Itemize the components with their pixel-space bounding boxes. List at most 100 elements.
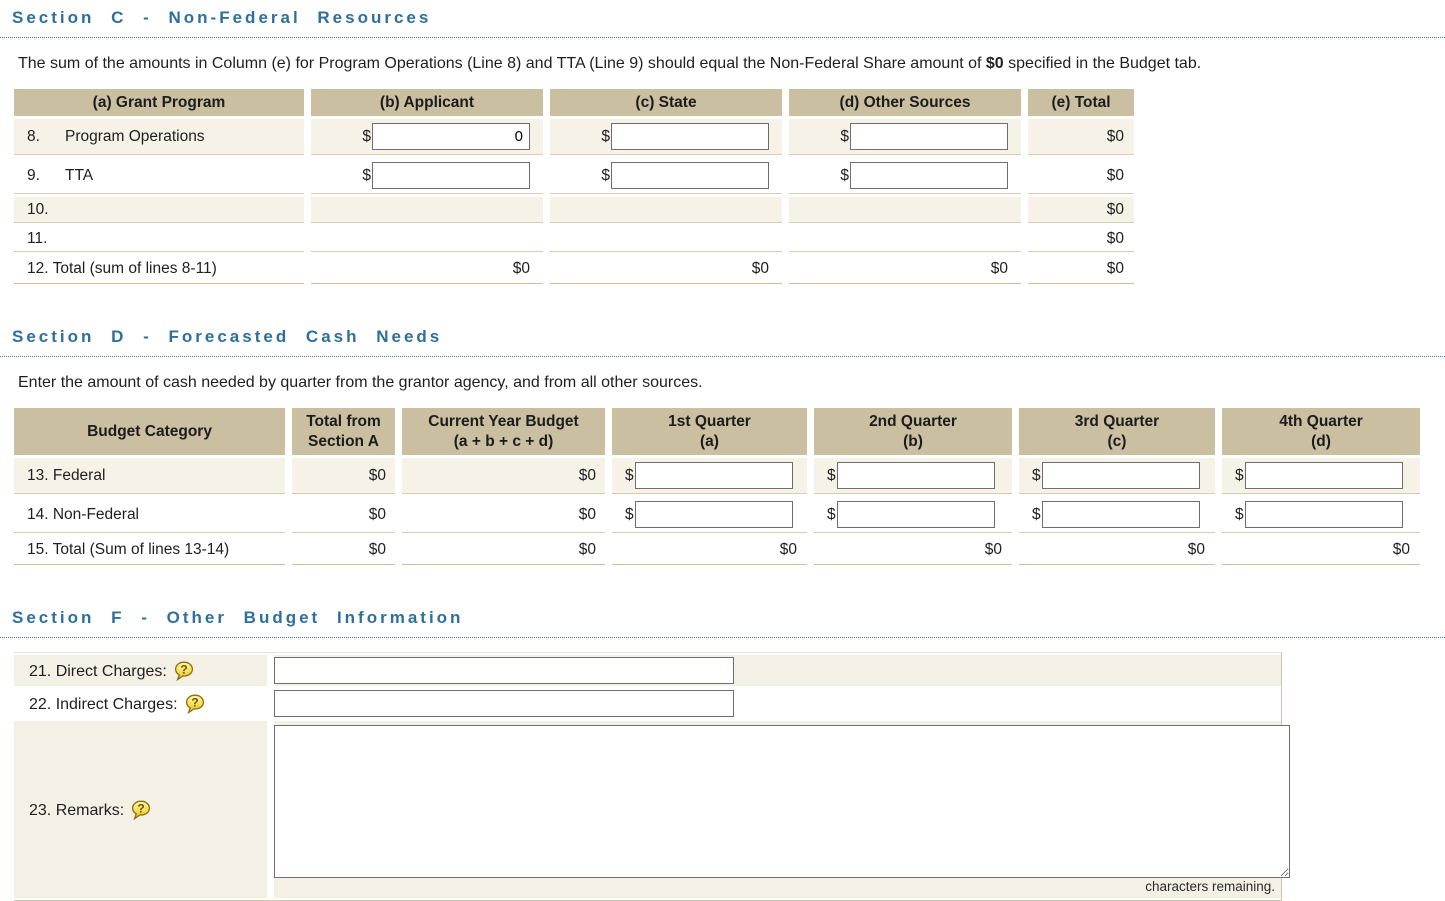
col-header-applicant: (b) Applicant <box>311 89 543 117</box>
row-label-cell: 9. TTA <box>14 158 304 195</box>
table-row-line22: 22. Indirect Charges:? <box>14 688 1281 720</box>
line9-other-sources-input[interactable] <box>850 162 1008 190</box>
q1-cell: $ <box>612 497 807 534</box>
line9-applicant-input[interactable] <box>372 162 530 190</box>
col-header-total-from-section-a: Total from Section A <box>292 408 395 456</box>
col-header-state: (c) State <box>550 89 782 117</box>
state-total: $0 <box>550 255 782 285</box>
q1-cell: $ <box>612 458 807 495</box>
row-label-cell: 10. <box>14 197 304 224</box>
dollar-sign: $ <box>362 166 371 184</box>
other-sources-total: $0 <box>789 255 1021 285</box>
line13-q1-input[interactable] <box>634 462 793 490</box>
table-row-line13: 13. Federal $0 $0 $ $ $ $ <box>14 458 1420 495</box>
field-input-cell <box>267 688 1281 720</box>
line8-state-input[interactable] <box>611 123 769 151</box>
col-header-current-year-budget: Current Year Budget (a + b + c + d) <box>402 408 605 456</box>
help-icon[interactable]: ? <box>185 694 205 714</box>
svg-text:?: ? <box>180 662 187 676</box>
other-sources-cell: $ <box>789 158 1021 195</box>
row-total: $0 <box>1028 226 1134 253</box>
table-row-line21: 21. Direct Charges:? <box>14 655 1281 687</box>
dollar-sign: $ <box>827 505 836 523</box>
dollar-sign: $ <box>601 166 610 184</box>
current-year-budget-total: $0 <box>402 536 605 566</box>
current-year-budget-value: $0 <box>402 458 605 495</box>
applicant-total: $0 <box>311 255 543 285</box>
field-label-cell: 21. Direct Charges:? <box>14 655 267 687</box>
table-row-line23: 23. Remarks:? characters remaining. <box>14 721 1290 899</box>
section-c-title: Section C - Non-Federal Resources <box>0 8 1445 38</box>
applicant-cell: $ <box>311 158 543 195</box>
dollar-sign: $ <box>840 166 849 184</box>
field-label: 22. Indirect Charges: <box>29 695 178 713</box>
row-total: $0 <box>1028 197 1134 224</box>
empty-cell <box>311 197 543 224</box>
q4-cell: $ <box>1222 458 1420 495</box>
line8-other-sources-input[interactable] <box>850 123 1008 151</box>
field-label-cell: 23. Remarks:? <box>14 721 267 899</box>
total-row-label: 12. Total (sum of lines 8-11) <box>14 255 304 285</box>
q3-cell: $ <box>1019 458 1215 495</box>
row-label: 14. Non-Federal <box>14 497 285 534</box>
q1-total: $0 <box>612 536 807 566</box>
section-f-title: Section F - Other Budget Information <box>0 608 1445 639</box>
line13-q3-input[interactable] <box>1041 462 1200 490</box>
row-label-cell: 8. Program Operations <box>14 119 304 156</box>
applicant-cell: $ <box>311 119 543 156</box>
forecasted-cash-needs-table: Budget Category Total from Section A Curr… <box>7 405 1427 568</box>
dollar-sign: $ <box>625 505 634 523</box>
line13-q4-input[interactable] <box>1244 462 1403 490</box>
other-budget-information-table: 21. Direct Charges:? 22. Indirect Charge… <box>14 653 1290 900</box>
state-cell: $ <box>550 119 782 156</box>
table-row-line12-total: 12. Total (sum of lines 8-11) $0 $0 $0 $… <box>14 255 1134 285</box>
non-federal-share-amount: $0 <box>985 55 1004 72</box>
help-icon[interactable]: ? <box>174 661 194 681</box>
line14-q4-input[interactable] <box>1244 501 1403 529</box>
q4-cell: $ <box>1222 497 1420 534</box>
line-number: 8. <box>27 127 40 145</box>
help-icon[interactable]: ? <box>131 800 151 820</box>
row-label: 13. Federal <box>14 458 285 495</box>
table-row-line11: 11. $0 <box>14 226 1134 253</box>
remarks-textarea[interactable] <box>274 725 1290 879</box>
total-from-section-a-value: $0 <box>292 458 395 495</box>
svg-text:?: ? <box>191 695 198 709</box>
empty-cell <box>789 226 1021 253</box>
svg-text:?: ? <box>137 801 144 815</box>
dollar-sign: $ <box>1032 466 1041 484</box>
description-text: specified in the Budget tab. <box>1003 55 1202 72</box>
dollar-sign: $ <box>362 127 371 145</box>
direct-charges-input[interactable] <box>274 657 734 685</box>
line14-q2-input[interactable] <box>836 501 995 529</box>
row-total: $0 <box>1028 158 1134 195</box>
empty-cell <box>311 226 543 253</box>
dollar-sign: $ <box>1235 505 1244 523</box>
table-row-line14: 14. Non-Federal $0 $0 $ $ $ $ <box>14 497 1420 534</box>
field-label: 23. Remarks: <box>29 801 125 819</box>
section-f: Section F - Other Budget Information 21.… <box>0 608 1445 901</box>
indirect-charges-input[interactable] <box>274 690 734 718</box>
other-budget-information-panel: 21. Direct Charges:? 22. Indirect Charge… <box>14 652 1290 901</box>
table-row-line8: 8. Program Operations $ $ $ $0 <box>14 119 1134 156</box>
empty-cell <box>550 197 782 224</box>
line-number: 11. <box>27 229 48 247</box>
line14-q1-input[interactable] <box>634 501 793 529</box>
line-number: 9. <box>27 166 40 184</box>
line9-state-input[interactable] <box>611 162 769 190</box>
line13-q2-input[interactable] <box>836 462 995 490</box>
section-d-title: Section D - Forecasted Cash Needs <box>0 327 1445 358</box>
field-label: 21. Direct Charges: <box>29 662 167 680</box>
grand-total: $0 <box>1028 255 1134 285</box>
line14-q3-input[interactable] <box>1041 501 1200 529</box>
row-label: TTA <box>65 166 94 184</box>
line8-applicant-input[interactable] <box>372 123 530 151</box>
dollar-sign: $ <box>1235 466 1244 484</box>
characters-remaining-label: characters remaining. <box>1145 879 1275 895</box>
col-header-other-sources: (d) Other Sources <box>789 89 1021 117</box>
col-header-3rd-quarter: 3rd Quarter (c) <box>1019 408 1215 456</box>
col-header-total: (e) Total <box>1028 89 1134 117</box>
section-c-description: The sum of the amounts in Column (e) for… <box>18 55 1445 73</box>
table-row-line9: 9. TTA $ $ $ $0 <box>14 158 1134 195</box>
